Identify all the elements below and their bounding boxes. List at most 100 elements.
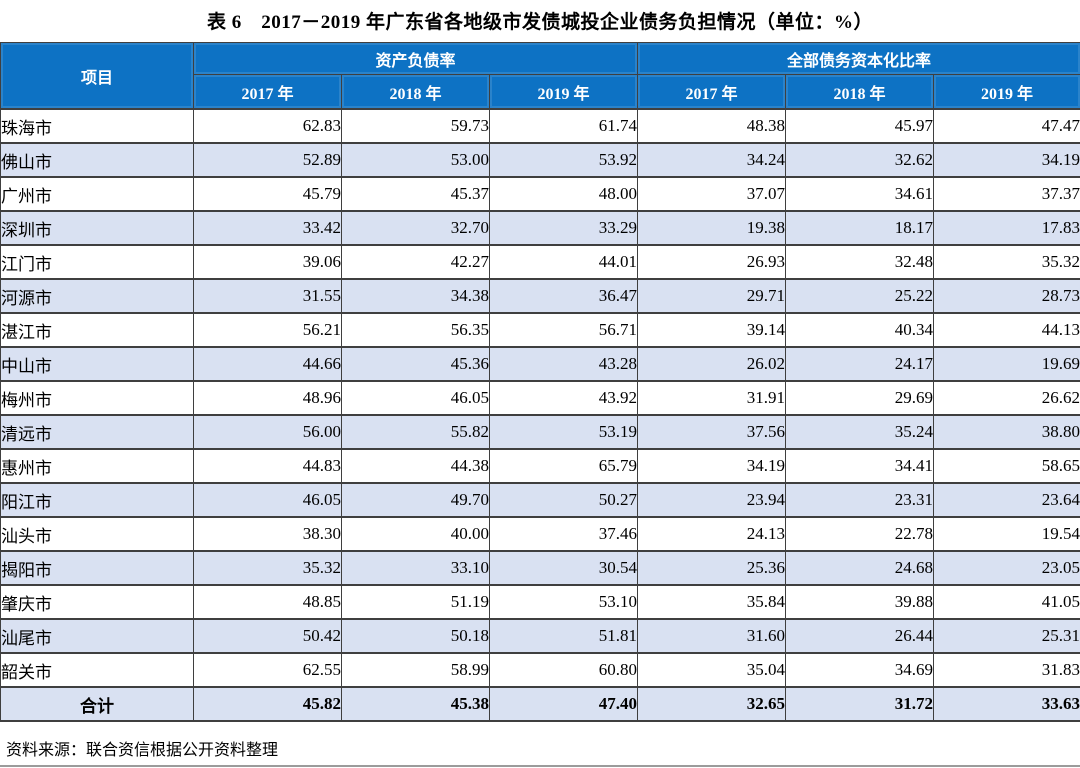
value-cell: 50.42 xyxy=(193,618,342,654)
value-cell: 35.04 xyxy=(637,652,787,688)
table-row: 深圳市 33.42 32.70 33.29 19.38 18.17 17.83 xyxy=(0,210,1080,246)
city-name-cell: 梅州市 xyxy=(0,380,194,416)
table-row: 中山市 44.66 45.36 43.28 26.02 24.17 19.69 xyxy=(0,346,1080,382)
value-cell: 46.05 xyxy=(341,380,490,416)
value-cell: 26.44 xyxy=(785,618,935,654)
value-cell: 29.71 xyxy=(637,278,787,314)
total-value-cell: 32.65 xyxy=(637,686,787,722)
table-row: 汕头市 38.30 40.00 37.46 24.13 22.78 19.54 xyxy=(0,516,1080,552)
value-cell: 55.82 xyxy=(341,414,490,450)
group-header-debt-capitalization: 全部债务资本化比率 xyxy=(637,42,1080,75)
value-cell: 24.17 xyxy=(785,346,935,382)
value-cell: 41.05 xyxy=(933,584,1080,620)
value-cell: 33.29 xyxy=(488,210,639,246)
value-cell: 33.42 xyxy=(193,210,342,246)
value-cell: 25.36 xyxy=(637,550,787,586)
value-cell: 35.32 xyxy=(933,244,1080,280)
value-cell: 49.70 xyxy=(341,482,490,518)
table-header: 项目 资产负债率 全部债务资本化比率 2017 年 2018 年 2019 年 … xyxy=(0,42,1080,110)
debt-burden-table: 项目 资产负债率 全部债务资本化比率 2017 年 2018 年 2019 年 … xyxy=(0,42,1080,722)
value-cell: 34.69 xyxy=(785,652,935,688)
value-cell: 48.00 xyxy=(488,176,639,212)
value-cell: 42.27 xyxy=(341,244,490,280)
value-cell: 51.19 xyxy=(341,584,490,620)
city-name-cell: 惠州市 xyxy=(0,448,194,484)
value-cell: 44.66 xyxy=(193,346,342,382)
value-cell: 18.17 xyxy=(785,210,935,246)
value-cell: 37.07 xyxy=(637,176,787,212)
table-row: 清远市 56.00 55.82 53.19 37.56 35.24 38.80 xyxy=(0,414,1080,450)
value-cell: 34.19 xyxy=(933,142,1080,178)
value-cell: 43.28 xyxy=(488,346,639,382)
value-cell: 56.71 xyxy=(488,312,639,348)
table-row: 湛江市 56.21 56.35 56.71 39.14 40.34 44.13 xyxy=(0,312,1080,348)
corner-header-cell: 项目 xyxy=(0,42,194,110)
table-row: 韶关市 62.55 58.99 60.80 35.04 34.69 31.83 xyxy=(0,652,1080,688)
total-row: 合计 45.82 45.38 47.40 32.65 31.72 33.63 xyxy=(0,686,1080,722)
table-row: 广州市 45.79 45.37 48.00 37.07 34.61 37.37 xyxy=(0,176,1080,212)
table-footer: 合计 45.82 45.38 47.40 32.65 31.72 33.63 xyxy=(0,686,1080,722)
value-cell: 44.83 xyxy=(193,448,342,484)
value-cell: 34.38 xyxy=(341,278,490,314)
value-cell: 23.64 xyxy=(933,482,1080,518)
value-cell: 48.96 xyxy=(193,380,342,416)
city-name-cell: 揭阳市 xyxy=(0,550,194,586)
value-cell: 32.62 xyxy=(785,142,935,178)
value-cell: 26.62 xyxy=(933,380,1080,416)
value-cell: 34.61 xyxy=(785,176,935,212)
value-cell: 65.79 xyxy=(488,448,639,484)
value-cell: 39.06 xyxy=(193,244,342,280)
value-cell: 45.97 xyxy=(785,108,935,144)
value-cell: 40.34 xyxy=(785,312,935,348)
value-cell: 24.68 xyxy=(785,550,935,586)
value-cell: 24.13 xyxy=(637,516,787,552)
city-name-cell: 广州市 xyxy=(0,176,194,212)
total-value-cell: 31.72 xyxy=(785,686,935,722)
value-cell: 58.65 xyxy=(933,448,1080,484)
value-cell: 38.30 xyxy=(193,516,342,552)
value-cell: 46.05 xyxy=(193,482,342,518)
value-cell: 51.81 xyxy=(488,618,639,654)
value-cell: 25.22 xyxy=(785,278,935,314)
value-cell: 37.56 xyxy=(637,414,787,450)
value-cell: 37.46 xyxy=(488,516,639,552)
city-name-cell: 珠海市 xyxy=(0,108,194,144)
value-cell: 43.92 xyxy=(488,380,639,416)
value-cell: 53.10 xyxy=(488,584,639,620)
value-cell: 23.31 xyxy=(785,482,935,518)
table-row: 佛山市 52.89 53.00 53.92 34.24 32.62 34.19 xyxy=(0,142,1080,178)
value-cell: 34.19 xyxy=(637,448,787,484)
value-cell: 62.55 xyxy=(193,652,342,688)
value-cell: 39.14 xyxy=(637,312,787,348)
city-name-cell: 阳江市 xyxy=(0,482,194,518)
value-cell: 53.19 xyxy=(488,414,639,450)
page-title: 表 6 2017－2019 年广东省各地级市发债城投企业债务负担情况（单位：%） xyxy=(206,12,873,33)
city-name-cell: 肇庆市 xyxy=(0,584,194,620)
value-cell: 56.35 xyxy=(341,312,490,348)
value-cell: 29.69 xyxy=(785,380,935,416)
value-cell: 19.69 xyxy=(933,346,1080,382)
city-name-cell: 江门市 xyxy=(0,244,194,280)
group-header-asset-liability: 资产负债率 xyxy=(192,42,639,75)
value-cell: 61.74 xyxy=(488,108,639,144)
value-cell: 23.05 xyxy=(933,550,1080,586)
value-cell: 17.83 xyxy=(933,210,1080,246)
bottom-divider xyxy=(0,765,1080,767)
value-cell: 31.55 xyxy=(193,278,342,314)
city-name-cell: 韶关市 xyxy=(0,652,194,688)
value-cell: 22.78 xyxy=(785,516,935,552)
total-label-cell: 合计 xyxy=(0,686,194,722)
total-value-cell: 45.82 xyxy=(193,686,342,722)
city-name-cell: 湛江市 xyxy=(0,312,194,348)
table-row: 惠州市 44.83 44.38 65.79 34.19 34.41 58.65 xyxy=(0,448,1080,484)
year-header: 2017 年 xyxy=(193,74,342,110)
table-row: 梅州市 48.96 46.05 43.92 31.91 29.69 26.62 xyxy=(0,380,1080,416)
value-cell: 25.31 xyxy=(933,618,1080,654)
value-cell: 26.93 xyxy=(637,244,787,280)
value-cell: 45.36 xyxy=(341,346,490,382)
table-row: 珠海市 62.83 59.73 61.74 48.38 45.97 47.47 xyxy=(0,108,1080,144)
total-value-cell: 33.63 xyxy=(933,686,1080,722)
table-row: 河源市 31.55 34.38 36.47 29.71 25.22 28.73 xyxy=(0,278,1080,314)
value-cell: 47.47 xyxy=(933,108,1080,144)
header-group-row: 项目 资产负债率 全部债务资本化比率 xyxy=(0,42,1080,110)
